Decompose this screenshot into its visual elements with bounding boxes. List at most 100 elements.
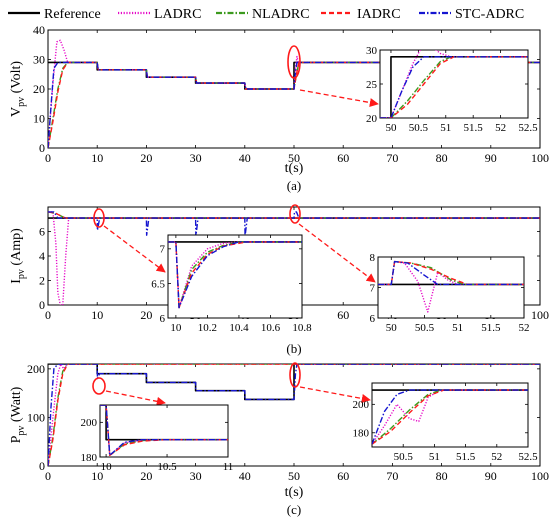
series-iadrc-line (48, 61, 540, 148)
y-tick-label: 20 (33, 82, 45, 96)
x-tick-label: 10 (91, 469, 103, 483)
series-ladrc-line (372, 389, 528, 445)
x-tick-label: 50.5 (394, 451, 414, 463)
y-axis-unit: (Watt) (9, 386, 24, 425)
zoom-arrow (298, 223, 376, 283)
x-tick-label: 10 (170, 322, 182, 334)
x-tick-label: 20 (140, 308, 152, 322)
series-iadrc-line (100, 405, 228, 456)
y-tick-label: 30 (366, 45, 378, 57)
x-tick-label: 80 (436, 469, 448, 483)
series-stcadrc-line (48, 364, 540, 466)
zoom-arrow (299, 386, 371, 403)
inset-series-group (100, 405, 228, 456)
y-tick-label: 4 (39, 249, 45, 263)
y-axis-unit: (Volt) (9, 61, 24, 97)
y-axis-label: Ppv (Watt) (9, 386, 27, 443)
series-stcadrc-line (168, 241, 302, 309)
x-tick-label: 90 (485, 151, 497, 165)
x-tick-label: 50 (288, 151, 300, 165)
series-stcadrc-line (372, 389, 528, 445)
x-tick-label: 52.5 (518, 122, 538, 134)
inset-1: 10 10.5 11 180 200 (81, 404, 233, 473)
x-tick-label: 50.5 (409, 122, 429, 134)
x-axis-label: t(s) (285, 485, 304, 500)
y-tick-label: 6 (370, 313, 376, 325)
series-stcadrc-line (48, 61, 540, 148)
x-tick-label: 40 (239, 151, 251, 165)
x-tick-label: 10 (91, 308, 103, 322)
x-tick-label: 60 (337, 151, 349, 165)
inset-1: 50 50.5 51 51.5 52 52.5 20 25 30 (366, 45, 538, 134)
x-tick-label: 10.2 (198, 322, 217, 334)
series-ladrc-line (48, 364, 540, 466)
series-stcadrc-line (48, 211, 540, 238)
x-tick-label: 52 (495, 122, 506, 134)
y-axis-subscript: pv (16, 97, 27, 107)
x-tick-label: 70 (386, 469, 398, 483)
inset-series-group (168, 241, 302, 309)
y-axis-subscript: pv (16, 269, 27, 279)
zoom-highlight-ellipse (93, 208, 105, 228)
x-tick-label: 40 (239, 469, 251, 483)
x-tick-label: 10 (101, 461, 113, 473)
x-tick-label: 50 (288, 469, 300, 483)
x-tick-label: 10.4 (229, 322, 249, 334)
y-tick-label: 100 (27, 411, 45, 425)
series-ladrc-line (378, 260, 524, 313)
inset-2: 50 50.5 51 51.5 52 6 7 8 (370, 252, 530, 334)
y-tick-label: 180 (353, 428, 370, 440)
y-tick-label: 0 (39, 141, 45, 155)
series-stcadrc-line (100, 405, 228, 456)
series-iadrc-line (168, 241, 302, 309)
y-tick-label: 6 (160, 313, 166, 325)
series-group (48, 364, 540, 466)
series-group (48, 211, 540, 305)
x-tick-label: 52 (491, 451, 502, 463)
inset-background (378, 257, 524, 318)
y-tick-label: 7 (160, 244, 166, 256)
inset-background (168, 235, 302, 318)
panel-caption: (c) (287, 502, 301, 517)
x-tick-label: 30 (190, 151, 202, 165)
legend: Reference LADRC NLADRC IADRC STC-ADRC (8, 7, 524, 22)
legend-label: LADRC (154, 7, 201, 22)
y-axis-symbol: P (9, 435, 24, 443)
y-axis-unit: (Amp) (9, 228, 24, 269)
x-axis-label: t(s) (285, 161, 304, 176)
y-tick-label: 200 (353, 399, 370, 411)
legend-label: Reference (44, 7, 101, 22)
y-axis-symbol: I (9, 279, 24, 284)
y-tick-label: 40 (33, 23, 45, 37)
y-tick-label: 200 (27, 362, 45, 376)
y-tick-label: 2 (39, 274, 45, 288)
chart-panel-1: 0 10 20 30 40 50 60 70 80 90 100 0 10 20 30 40 Vpv (Volt… (9, 23, 549, 193)
zoom-highlight-ellipse (92, 377, 106, 395)
zoom-arrow (105, 390, 166, 406)
x-tick-label: 50 (385, 122, 397, 134)
x-tick-label: 50.5 (415, 322, 435, 334)
y-tick-label: 7 (370, 282, 376, 294)
y-tick-label: 6.5 (151, 278, 165, 290)
x-tick-label: 51.5 (481, 322, 501, 334)
y-axis-label: Vpv (Volt) (9, 61, 27, 117)
x-tick-label: 0 (45, 151, 51, 165)
inset-series-group (380, 50, 528, 118)
series-group (48, 39, 540, 148)
x-tick-label: 100 (531, 151, 549, 165)
x-tick-label: 10 (91, 151, 103, 165)
legend-label: IADRC (357, 7, 401, 22)
inset-1: 10 10.2 10.4 10.6 10.8 6 6.5 7 (151, 234, 312, 334)
y-axis-subscript: pv (16, 426, 27, 436)
x-tick-label: 20 (140, 151, 152, 165)
x-tick-label: 0 (45, 469, 51, 483)
x-tick-label: 90 (485, 469, 497, 483)
series-stcadrc-line (378, 260, 524, 286)
panel-caption: (a) (287, 178, 301, 193)
x-tick-label: 51 (440, 122, 451, 134)
inset-background (100, 405, 228, 457)
y-tick-label: 30 (33, 53, 45, 67)
plot-frame (167, 234, 303, 319)
